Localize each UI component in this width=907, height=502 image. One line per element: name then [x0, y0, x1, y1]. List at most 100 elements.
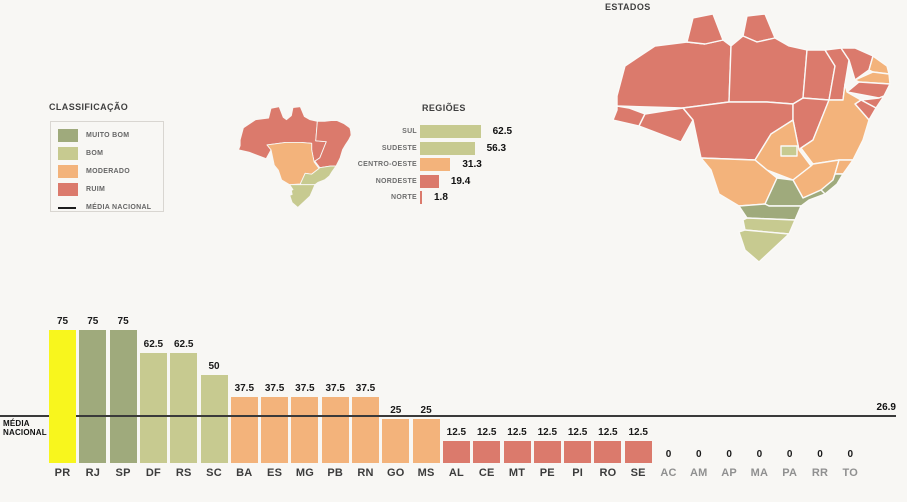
state-bar-MS: [412, 418, 440, 463]
media-nacional-value: 26.9: [876, 402, 896, 413]
state-bar-SP: [109, 330, 137, 463]
bar-label-MS: MS: [417, 467, 435, 479]
bar-value-SP: 75: [117, 316, 129, 328]
legend-label: MUITO BOM: [86, 132, 130, 139]
legend-label: BOM: [86, 150, 104, 157]
map-state-RO: [638, 107, 694, 143]
map-state-DF: [780, 145, 798, 157]
bar-value-TO: 0: [847, 449, 854, 460]
legend-row: MUITO BOM: [58, 127, 163, 144]
region-bar: [420, 125, 481, 138]
bar-value-RJ: 75: [87, 316, 99, 328]
state-bar-RJ: [79, 330, 107, 463]
legend-title: CLASSIFICAÇÃO: [49, 102, 129, 112]
bar-value-AM: 0: [696, 449, 702, 460]
bar-value-RO: 12.5: [598, 426, 618, 438]
legend-row: RUIM: [58, 181, 163, 198]
bar-label-GO: GO: [387, 467, 405, 479]
map-state-AM: [616, 39, 732, 109]
map-region-sudeste: [299, 165, 337, 186]
media-nacional-line-icon: [58, 206, 76, 209]
region-label: CENTRO-OESTE: [357, 161, 417, 169]
bar-label-RN: RN: [357, 467, 374, 479]
bar-value-AC: 0: [665, 449, 672, 460]
bar-value-DF: 62.5: [143, 338, 164, 350]
bar-value-BA: 37.5: [234, 382, 255, 394]
map-state-PE: [846, 81, 891, 99]
legend-row: BOM: [58, 145, 163, 162]
bar-value-PE: 12.5: [537, 426, 558, 438]
bar-label-PI: PI: [572, 467, 583, 479]
region-value: 62.5: [492, 126, 513, 137]
map-state-RN: [868, 55, 890, 75]
state-bar-CE: [473, 440, 501, 463]
bar-label-ES: ES: [267, 467, 283, 479]
map-state-PA: [728, 35, 808, 105]
region-bar: [420, 158, 451, 172]
bar-value-PB: 37.5: [325, 382, 345, 394]
region-value: 19.4: [450, 175, 471, 187]
bar-label-SP: SP: [115, 467, 131, 479]
state-bar-MT: [503, 440, 531, 463]
state-bar-PI: [564, 440, 592, 463]
legend-label: RUIM: [86, 186, 106, 193]
bar-value-GO: 25: [390, 404, 402, 416]
states-map-title: ESTADOS: [605, 2, 651, 12]
media-nacional-label: MÉDIA NACIONAL: [3, 419, 47, 437]
bar-label-DF: DF: [145, 467, 161, 479]
state-bar-BA: [230, 396, 258, 463]
region-value: 1.8: [434, 192, 448, 204]
region-value: 56.3: [486, 142, 507, 154]
region-value: 31.3: [462, 159, 482, 171]
bar-label-RO: RO: [599, 467, 617, 479]
map-state-RS: [738, 229, 790, 263]
brazil-regions-map: [238, 106, 352, 208]
bar-label-MG: MG: [295, 467, 314, 479]
region-label: NORTE: [391, 194, 417, 202]
legend-row: MODERADO: [58, 163, 163, 180]
bar-label-AP: AP: [721, 467, 737, 479]
region-bar: [420, 141, 475, 155]
bar-label-RS: RS: [175, 467, 192, 479]
state-bar-PB: [321, 396, 349, 463]
map-state-RR: [686, 13, 724, 45]
legend-items: MUITO BOM BOM MODERADO RUIM: [58, 127, 163, 198]
brazil-states-map: [612, 13, 891, 263]
state-bar-RO: [594, 440, 622, 463]
bar-value-SC: 50: [208, 360, 220, 372]
state-bar-PE: [533, 440, 561, 463]
bar-value-PA: 0: [786, 449, 793, 460]
bar-label-RR: RR: [811, 467, 829, 479]
state-bar-SC: [200, 374, 228, 463]
bar-value-ES: 37.5: [264, 382, 285, 394]
state-bar-MG: [291, 396, 319, 463]
bar-value-MG: 37.5: [295, 382, 315, 394]
map-region-sul: [289, 184, 316, 208]
bar-value-MT: 12.5: [507, 426, 527, 438]
bar-label-PA: PA: [782, 467, 798, 479]
bar-label-CE: CE: [478, 467, 495, 479]
bar-value-RS: 62.5: [173, 338, 194, 350]
region-label: NORDESTE: [375, 177, 417, 185]
bar-label-PB: PB: [327, 467, 344, 479]
state-bar-RN: [352, 396, 379, 463]
bar-label-AM: AM: [690, 467, 708, 479]
bar-value-AP: 0: [726, 449, 732, 460]
bar-label-PE: PE: [539, 467, 555, 479]
state-bar-DF: [139, 352, 167, 463]
bar-value-PR: 75: [56, 316, 69, 328]
state-bar-ES: [261, 396, 289, 463]
map-state-BA: [800, 83, 870, 165]
bar-value-RR: 0: [817, 449, 823, 460]
state-bar-SE: [624, 440, 652, 463]
bar-label-TO: TO: [842, 467, 859, 479]
bar-label-PR: PR: [54, 467, 71, 479]
legend-swatch-bom: [58, 147, 78, 160]
bar-label-BA: BA: [236, 467, 253, 479]
legend-swatch-moderado: [58, 165, 78, 178]
bar-value-PI: 12.5: [567, 426, 588, 438]
classification-legend: MUITO BOM BOM MODERADO RUIM MÉDIA NACIONAL: [50, 121, 164, 212]
legend-swatch-ruim: [58, 183, 78, 196]
bar-label-AL: AL: [448, 467, 464, 479]
